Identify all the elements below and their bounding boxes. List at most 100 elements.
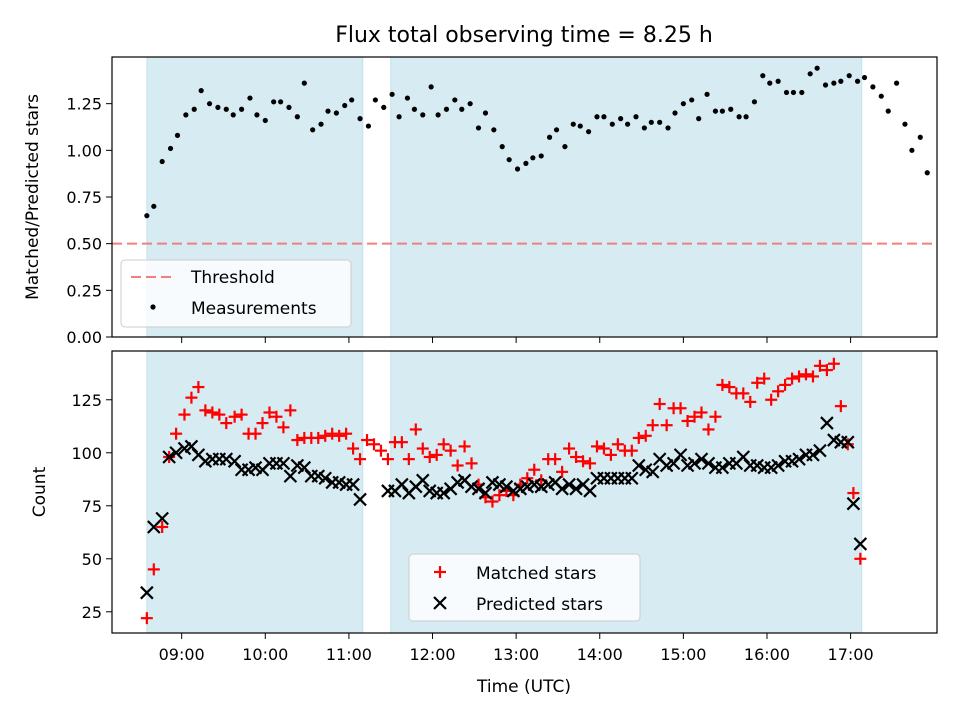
legend-predicted-label: Predicted stars — [476, 595, 603, 615]
matched-star-point — [744, 395, 757, 408]
matched-star-point — [493, 489, 506, 502]
measurement-point — [499, 144, 505, 150]
measurement-point — [467, 101, 473, 107]
measurement-point — [885, 108, 891, 114]
matched-star-point — [263, 406, 276, 419]
matched-star-point — [813, 359, 826, 372]
matched-star-point — [653, 398, 666, 411]
matched-star-point — [277, 421, 290, 434]
legend-measurements-swatch — [150, 304, 156, 310]
x-tick-label: 13:00 — [493, 645, 539, 664]
measurement-point — [665, 125, 671, 131]
y-tick-label: 1.00 — [66, 141, 102, 160]
matched-star-point — [793, 370, 806, 383]
predicted-star-point — [687, 456, 702, 471]
measurement-point — [760, 73, 766, 79]
measurement-point — [924, 170, 930, 176]
measurement-point — [917, 134, 923, 140]
measurement-point — [144, 213, 150, 219]
matched-star-point — [228, 410, 241, 423]
measurement-point — [381, 104, 387, 110]
measurement-point — [767, 80, 773, 86]
matched-star-point — [583, 457, 596, 470]
x-axis-label: Time (UTC) — [476, 677, 571, 697]
matched-star-point — [178, 408, 191, 421]
predicted-star-point — [478, 486, 493, 500]
measurement-point — [719, 108, 725, 114]
predicted-star-point — [806, 448, 820, 462]
matched-star-point — [291, 434, 304, 447]
matched-star-point — [556, 465, 569, 478]
matched-star-point — [737, 387, 750, 400]
measurement-point — [174, 132, 181, 138]
measurement-point — [648, 119, 654, 125]
measurement-point — [657, 119, 663, 125]
measurement-point — [909, 147, 915, 153]
matched-star-point — [170, 427, 183, 440]
bottom-legend: Matched stars Predicted stars — [408, 553, 641, 622]
matched-star-point — [604, 448, 617, 461]
predicted-star-point — [846, 496, 861, 511]
observing-window — [390, 56, 863, 338]
measurement-point — [223, 106, 229, 112]
measurement-point — [482, 110, 489, 116]
matched-star-point — [709, 410, 722, 423]
predicted-star-point — [155, 511, 169, 526]
measurement-point — [506, 157, 512, 163]
measurement-point — [435, 112, 441, 118]
matched-star-point — [235, 408, 248, 421]
matched-star-point — [549, 453, 562, 466]
measurement-point — [846, 73, 852, 79]
measurement-point — [594, 114, 600, 120]
matched-star-point — [786, 372, 799, 385]
measurement-point — [799, 89, 805, 96]
matched-star-point — [312, 431, 325, 444]
predicted-star-point — [853, 537, 868, 551]
matched-star-point — [326, 427, 339, 440]
matched-star-point — [577, 455, 590, 468]
legend-threshold-label: Threshold — [190, 268, 275, 288]
chart-title: Flux total observing time = 8.25 h — [335, 23, 713, 48]
predicted-star-point — [645, 465, 660, 479]
predicted-star-point — [436, 486, 451, 500]
matched-star-point — [402, 453, 415, 466]
matched-star-point — [354, 453, 367, 466]
matched-star-point — [660, 419, 673, 432]
measurement-point — [396, 114, 402, 120]
matched-star-point — [486, 495, 499, 508]
matched-star-point — [528, 463, 541, 476]
predicted-star-point — [276, 456, 291, 471]
matched-star-point — [625, 444, 638, 457]
matched-star-point — [147, 563, 160, 576]
matched-star-point — [847, 487, 860, 500]
measurement-point — [420, 112, 426, 118]
measurement-point — [609, 121, 615, 127]
top-measurement-points — [144, 65, 930, 219]
top-legend-box — [120, 259, 352, 328]
measurement-point — [831, 80, 837, 86]
legend-matched-label: Matched stars — [476, 564, 596, 584]
measurement-point — [318, 121, 324, 127]
predicted-star-point — [415, 473, 430, 488]
measurement-point — [838, 78, 844, 84]
matched-star-point — [192, 381, 205, 394]
matched-star-point — [681, 414, 694, 427]
measurement-point — [452, 97, 458, 103]
predicted-star-point — [583, 484, 597, 498]
predicted-star-point — [353, 492, 367, 507]
measurement-point — [271, 99, 277, 105]
predicted-star-point — [569, 482, 583, 496]
measurement-point — [514, 166, 521, 172]
measurement-point — [206, 101, 213, 107]
matched-star-point — [465, 457, 478, 470]
measurement-point — [247, 95, 253, 101]
y-tick-label: 50 — [82, 550, 102, 569]
measurement-point — [618, 116, 624, 122]
measurement-point — [546, 134, 553, 140]
measurement-point — [902, 121, 908, 127]
y-tick-label: 0.75 — [66, 188, 102, 207]
predicted-star-point — [562, 477, 576, 492]
matched-star-point — [367, 438, 380, 451]
matched-star-point — [590, 440, 603, 453]
